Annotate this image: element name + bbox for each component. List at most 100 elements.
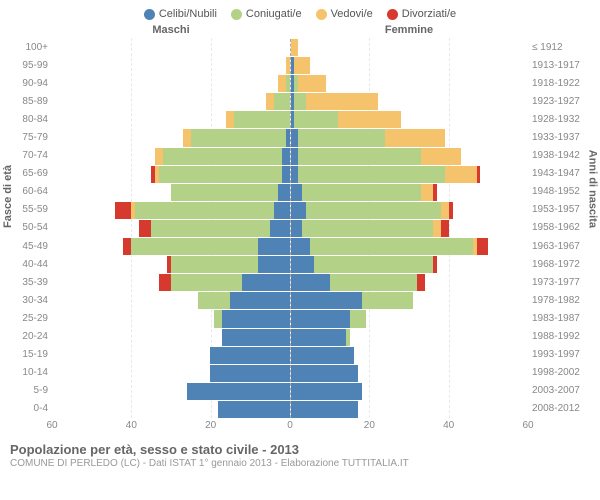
female-bar (290, 365, 529, 382)
bar-segment (226, 111, 234, 128)
y-axis-right-label: Anni di nascita (586, 150, 598, 228)
bar-segment (362, 292, 413, 309)
bar-segment (310, 238, 472, 255)
chart-container: Celibi/NubiliConiugati/eVedovi/eDivorzia… (0, 0, 600, 500)
birth-label: 1923-1927 (532, 92, 590, 110)
pyramid-row (52, 74, 528, 92)
birth-label: 2003-2007 (532, 382, 590, 400)
male-bar (52, 148, 290, 165)
age-label: 45-49 (10, 237, 48, 255)
chart-area: Fasce di età 100+95-9990-9485-8980-8475-… (10, 38, 590, 418)
birth-label: 1973-1977 (532, 273, 590, 291)
age-label: 15-19 (10, 346, 48, 364)
birth-label: 1988-1992 (532, 328, 590, 346)
age-label: 10-14 (10, 364, 48, 382)
legend-label: Celibi/Nubili (159, 8, 217, 20)
age-label: 95-99 (10, 56, 48, 74)
chart-title: Popolazione per età, sesso e stato civil… (10, 442, 590, 457)
birth-label: 1963-1967 (532, 237, 590, 255)
birth-label: 1943-1947 (532, 165, 590, 183)
male-bar (52, 329, 290, 346)
bar-segment (306, 202, 441, 219)
female-bar (290, 256, 529, 273)
bar-segment (163, 148, 282, 165)
bar-segment (298, 148, 421, 165)
bar-segment (270, 220, 290, 237)
birth-label: 1993-1997 (532, 346, 590, 364)
legend-swatch (387, 9, 398, 20)
legend-item: Celibi/Nubili (144, 8, 217, 20)
bar-segment (291, 184, 303, 201)
age-label: 75-79 (10, 128, 48, 146)
bar-segment (210, 347, 289, 364)
bar-segment (151, 220, 270, 237)
age-label: 30-34 (10, 291, 48, 309)
bar-segment (449, 202, 453, 219)
birth-label: 1968-1972 (532, 255, 590, 273)
male-bar (52, 184, 290, 201)
bar-segment (210, 365, 289, 382)
birth-label: 1953-1957 (532, 201, 590, 219)
bar-segment (291, 347, 354, 364)
age-label: 55-59 (10, 201, 48, 219)
bar-segment (385, 129, 444, 146)
age-label: 65-69 (10, 165, 48, 183)
legend-item: Coniugati/e (231, 8, 302, 20)
birth-label: 1948-1952 (532, 183, 590, 201)
bar-segment (131, 238, 258, 255)
x-tick: 20 (364, 420, 375, 431)
female-bar (290, 329, 529, 346)
male-bar (52, 347, 290, 364)
age-label: 80-84 (10, 110, 48, 128)
male-bar (52, 238, 290, 255)
age-label: 35-39 (10, 273, 48, 291)
bar-segment (155, 148, 163, 165)
bar-segment (187, 383, 290, 400)
bar-segment (433, 220, 441, 237)
female-bar (290, 93, 529, 110)
female-bar (290, 383, 529, 400)
legend-swatch (231, 9, 242, 20)
age-label: 5-9 (10, 382, 48, 400)
bar-segment (477, 238, 489, 255)
male-bar (52, 202, 290, 219)
footer: Popolazione per età, sesso e stato civil… (10, 442, 590, 469)
pyramid-row (52, 328, 528, 346)
bar-segment (282, 166, 290, 183)
birth-label: 1913-1917 (532, 56, 590, 74)
age-label: 70-74 (10, 147, 48, 165)
bar-segment (338, 111, 401, 128)
bar-segment (258, 256, 290, 273)
legend-item: Vedovi/e (316, 8, 373, 20)
x-tick: 20 (205, 420, 216, 431)
x-tick: 60 (46, 420, 57, 431)
bar-segment (291, 220, 303, 237)
bar-segment (291, 202, 307, 219)
y-axis-left-label: Fasce di età (2, 165, 14, 228)
pyramid-row (52, 110, 528, 128)
age-label: 25-29 (10, 309, 48, 327)
female-bar (290, 75, 529, 92)
bar-segment (298, 75, 326, 92)
bar-segment (222, 329, 289, 346)
bar-segment (291, 383, 362, 400)
pyramid-row (52, 38, 528, 56)
bar-segment (298, 166, 444, 183)
male-bar (52, 292, 290, 309)
bar-segment (159, 274, 171, 291)
age-label: 0-4 (10, 400, 48, 418)
pyramid-row (52, 400, 528, 418)
bar-segment (266, 93, 274, 110)
bar-segment (291, 256, 315, 273)
male-bar (52, 93, 290, 110)
male-bar (52, 256, 290, 273)
bar-segment (222, 310, 289, 327)
bar-segment (218, 401, 289, 418)
bar-segment (433, 256, 437, 273)
male-bar (52, 39, 290, 56)
bar-segment (291, 39, 299, 56)
legend: Celibi/NubiliConiugati/eVedovi/eDivorzia… (10, 8, 590, 20)
male-bar (52, 111, 290, 128)
bar-segment (274, 202, 290, 219)
bar-segment (198, 292, 230, 309)
